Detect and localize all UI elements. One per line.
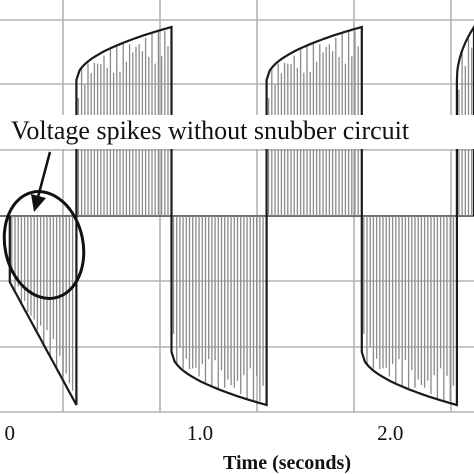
annotation-arrowhead — [31, 194, 46, 212]
envelope-curves — [8, 25, 474, 407]
annotation-ellipse — [2, 190, 86, 300]
x-tick-label: 1.0 — [187, 421, 213, 445]
envelope-curve — [265, 25, 363, 216]
x-tick-label: 0 — [5, 421, 16, 445]
annotation-text: Voltage spikes without snubber circuit — [11, 116, 410, 145]
annotation-arrow-shaft — [36, 151, 52, 198]
envelope-curve — [75, 25, 173, 216]
x-tick-label: 2.0 — [377, 421, 403, 445]
pwm-pulses — [11, 30, 473, 402]
envelope-curve — [360, 216, 458, 407]
x-axis-label: Time (seconds) — [223, 452, 351, 474]
envelope-curve — [170, 216, 268, 407]
annotation-text-backdrop — [8, 115, 474, 149]
envelope-curve — [455, 25, 474, 216]
envelope-curve — [8, 216, 78, 406]
x-tick-labels: 0 1.0 2.0 — [5, 421, 404, 445]
